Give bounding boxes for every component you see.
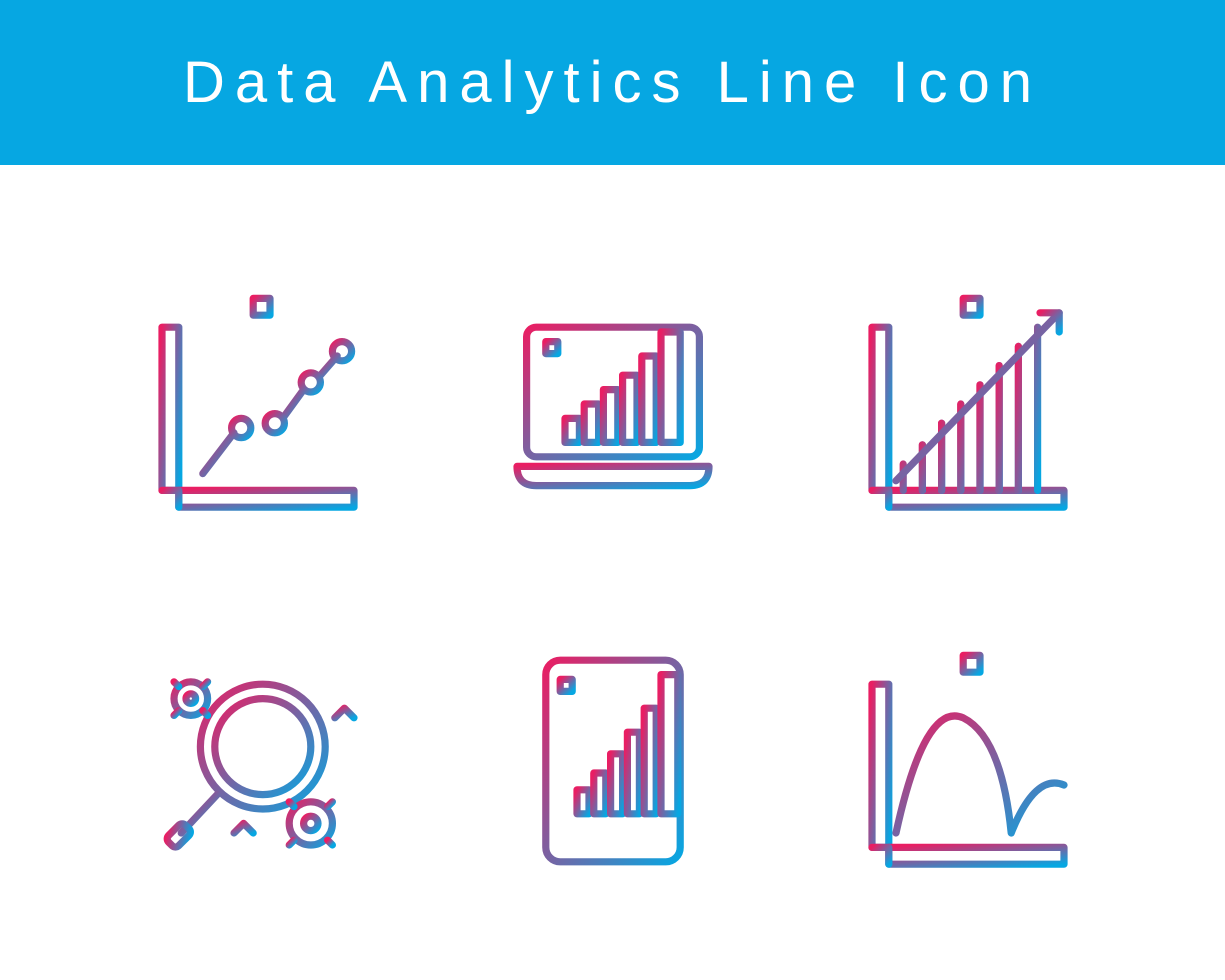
line-chart-icon: [138, 284, 378, 524]
icon-grid: [0, 165, 1225, 980]
icon-cell: [455, 603, 770, 921]
icon-cell: [100, 603, 415, 921]
icon-cell: [810, 603, 1125, 921]
growth-arrow-chart-icon: [848, 284, 1088, 524]
search-gears-icon: [138, 641, 378, 881]
page-title: Data Analytics Line Icon: [183, 49, 1042, 116]
icon-cell: [810, 245, 1125, 563]
laptop-analytics-icon: [493, 284, 733, 524]
icon-cell: [455, 245, 770, 563]
icon-cell: [100, 245, 415, 563]
mobile-analytics-icon: [493, 641, 733, 881]
wave-chart-icon: [848, 641, 1088, 881]
header-banner: Data Analytics Line Icon: [0, 0, 1225, 165]
